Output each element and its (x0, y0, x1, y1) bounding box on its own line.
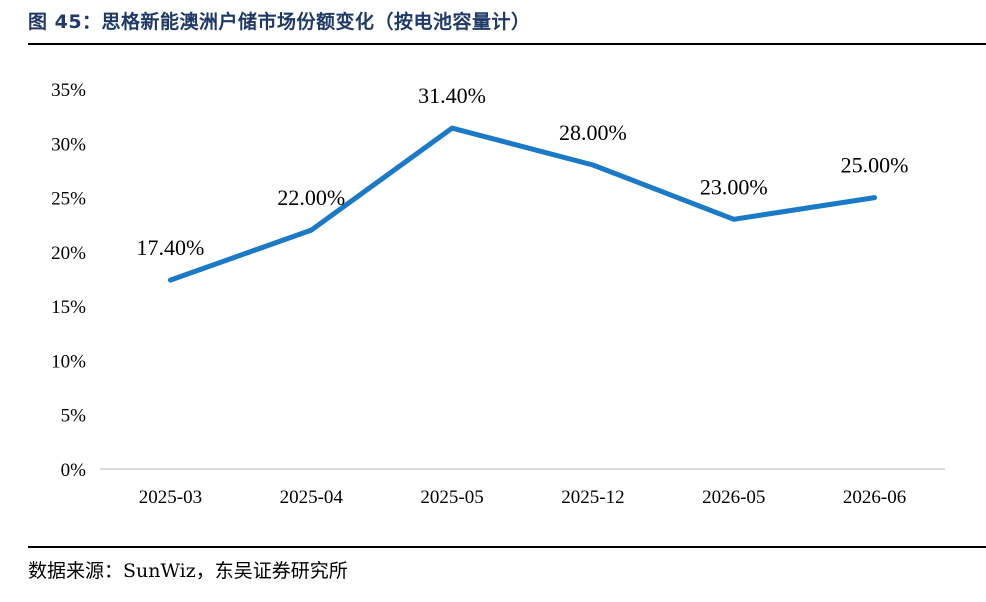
data-label: 17.40% (137, 235, 205, 260)
y-tick-label: 0% (61, 460, 87, 481)
title-rule (28, 43, 986, 45)
x-tick-label: 2025-05 (420, 487, 483, 508)
x-tick-label: 2025-12 (561, 487, 624, 508)
data-labels: 17.40% 22.00% 31.40% 28.00% 23.00% 25.00% (137, 83, 909, 260)
x-axis-ticks: 2025-03 2025-04 2025-05 2025-12 2026-05 2026-… (139, 487, 906, 508)
figure-title: 图 45：思格新能澳洲户储市场份额变化（按电池容量计） (28, 11, 531, 33)
y-tick-label: 15% (51, 297, 86, 318)
y-axis-ticks: 0% 5% 10% 15% 20% 25% 30% 35% (51, 80, 86, 481)
data-label: 31.40% (418, 83, 486, 108)
y-tick-label: 10% (51, 351, 86, 372)
y-tick-label: 30% (51, 134, 86, 155)
source-note: 数据来源：SunWiz，东吴证券研究所 (28, 560, 348, 582)
footer-rule (28, 546, 986, 548)
x-tick-label: 2026-06 (843, 487, 906, 508)
data-label: 25.00% (841, 153, 909, 178)
x-tick-label: 2025-03 (139, 487, 202, 508)
series-line (167, 125, 878, 283)
y-tick-label: 25% (51, 189, 86, 210)
y-tick-label: 5% (61, 406, 87, 427)
x-tick-label: 2025-04 (280, 487, 344, 508)
x-tick-label: 2026-05 (702, 487, 765, 508)
y-tick-label: 35% (51, 80, 86, 101)
y-tick-label: 20% (51, 243, 86, 264)
data-label: 28.00% (559, 120, 627, 145)
data-label: 23.00% (700, 174, 768, 199)
data-label: 22.00% (277, 185, 345, 210)
